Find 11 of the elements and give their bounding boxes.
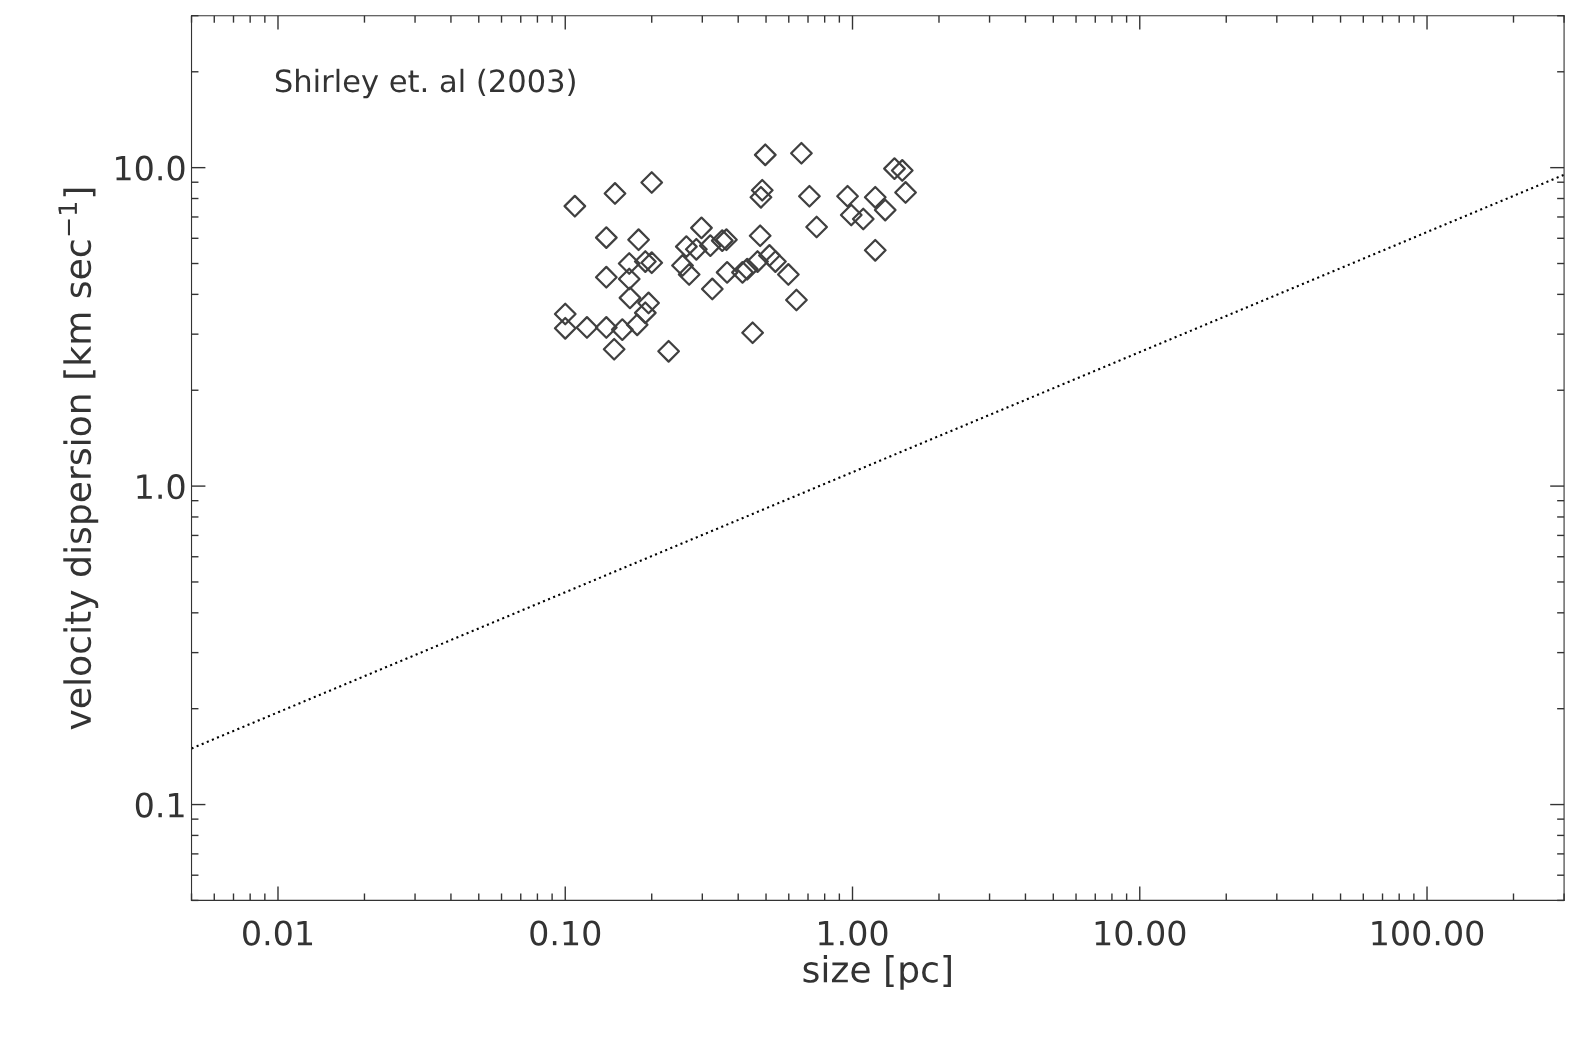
annotation: Shirley et. al (2003): [275, 68, 575, 99]
y-tick-label: 10.0: [116, 155, 185, 181]
y-tick-label: 1.0: [137, 474, 185, 500]
x-axis-title: size [pc]: [803, 954, 951, 990]
x-tick-label: 10.00: [1095, 920, 1186, 946]
x-tick-label: 0.01: [243, 920, 313, 946]
y-axis-title: velocity dispersion [km sec$^{−1}$]: [58, 188, 99, 730]
x-tick-label: 100.00: [1372, 920, 1484, 946]
x-tick-label: 1.00: [819, 920, 888, 946]
y-tick-label: 0.1: [135, 792, 184, 818]
x-tick-label: 0.10: [530, 920, 601, 946]
